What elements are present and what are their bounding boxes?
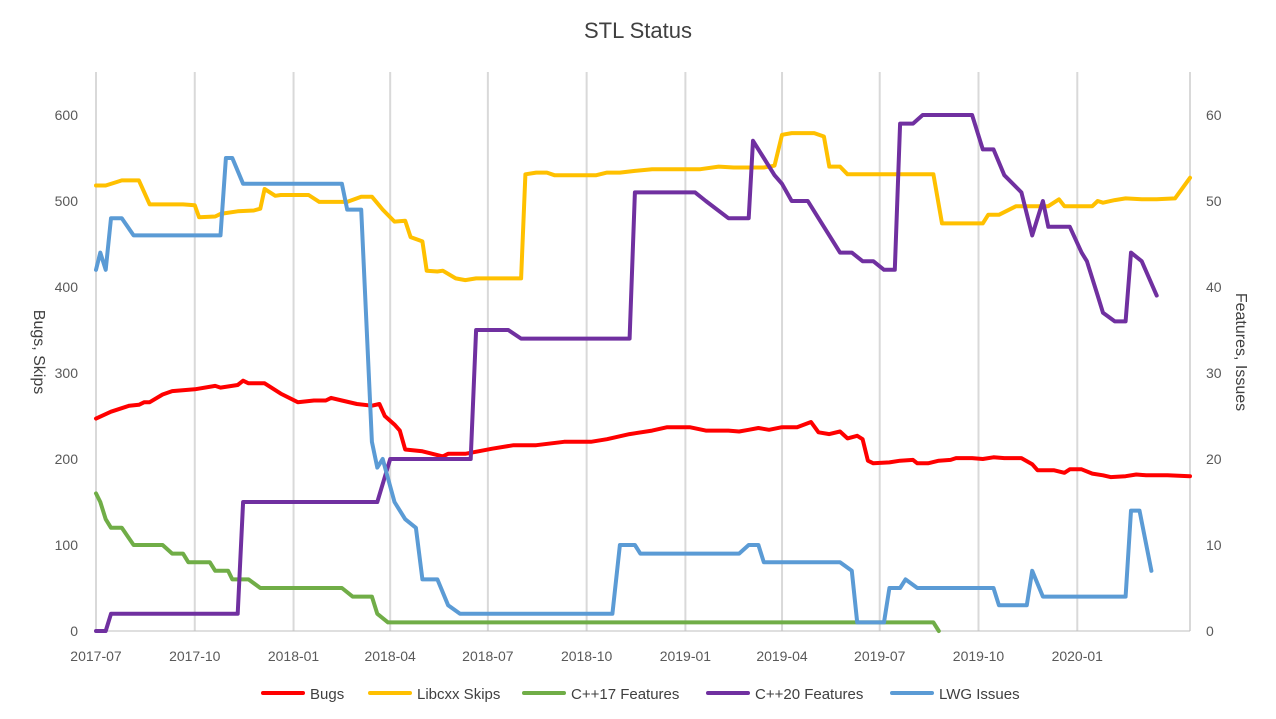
x-tick-label: 2020-01	[1052, 648, 1104, 664]
y2-tick-label: 50	[1206, 193, 1222, 209]
y2-tick-label: 10	[1206, 537, 1222, 553]
axes: 2017-07 2017-10 2018-01 2018-04 2018-07 2018-…	[55, 107, 1222, 664]
y-tick-label: 200	[55, 451, 79, 467]
x-tick-label: 2019-07	[854, 648, 906, 664]
series-line-lwg-issues	[94, 156, 1154, 625]
series-line-libcxx-skips	[94, 131, 1192, 283]
y2-tick-label: 20	[1206, 451, 1222, 467]
legend-label: Libcxx Skips	[417, 686, 500, 703]
x-tick-label: 2019-10	[953, 648, 1005, 664]
y2-tick-label: 60	[1206, 107, 1222, 123]
legend: Bugs Libcxx Skips C++17 Features C++20 Feat…	[261, 686, 1020, 703]
x-tick-label: 2019-04	[756, 648, 808, 664]
y-tick-label: 600	[55, 107, 79, 123]
legend-label: C++20 Features	[755, 686, 863, 703]
x-tick-label: 2018-07	[462, 648, 514, 664]
chart-title: STL Status	[584, 18, 692, 43]
x-tick-label: 2018-04	[364, 648, 416, 664]
y2-tick-label: 0	[1206, 623, 1214, 639]
y-tick-label: 400	[55, 279, 79, 295]
y-axis-title: Bugs, Skips	[30, 310, 47, 394]
gridlines	[95, 72, 1191, 631]
y2-tick-label: 40	[1206, 279, 1222, 295]
x-tick-label: 2019-01	[660, 648, 712, 664]
legend-label: Bugs	[310, 686, 344, 703]
series-lines	[94, 113, 1192, 633]
y2-tick-label: 30	[1206, 365, 1222, 381]
legend-label: C++17 Features	[571, 686, 679, 703]
series-line-c-20-features	[94, 113, 1159, 633]
y2-axis-title: Features, Issues	[1232, 293, 1249, 411]
y-tick-label: 500	[55, 193, 79, 209]
x-tick-label: 2018-10	[561, 648, 613, 664]
x-tick-label: 2017-07	[70, 648, 122, 664]
x-tick-label: 2018-01	[268, 648, 320, 664]
series-line-c-17-features	[94, 491, 941, 633]
y-tick-label: 100	[55, 537, 79, 553]
legend-label: LWG Issues	[939, 686, 1020, 703]
y-tick-label: 0	[70, 623, 78, 639]
series-line-bugs	[94, 378, 1192, 480]
x-tick-label: 2017-10	[169, 648, 221, 664]
y-tick-label: 300	[55, 365, 79, 381]
